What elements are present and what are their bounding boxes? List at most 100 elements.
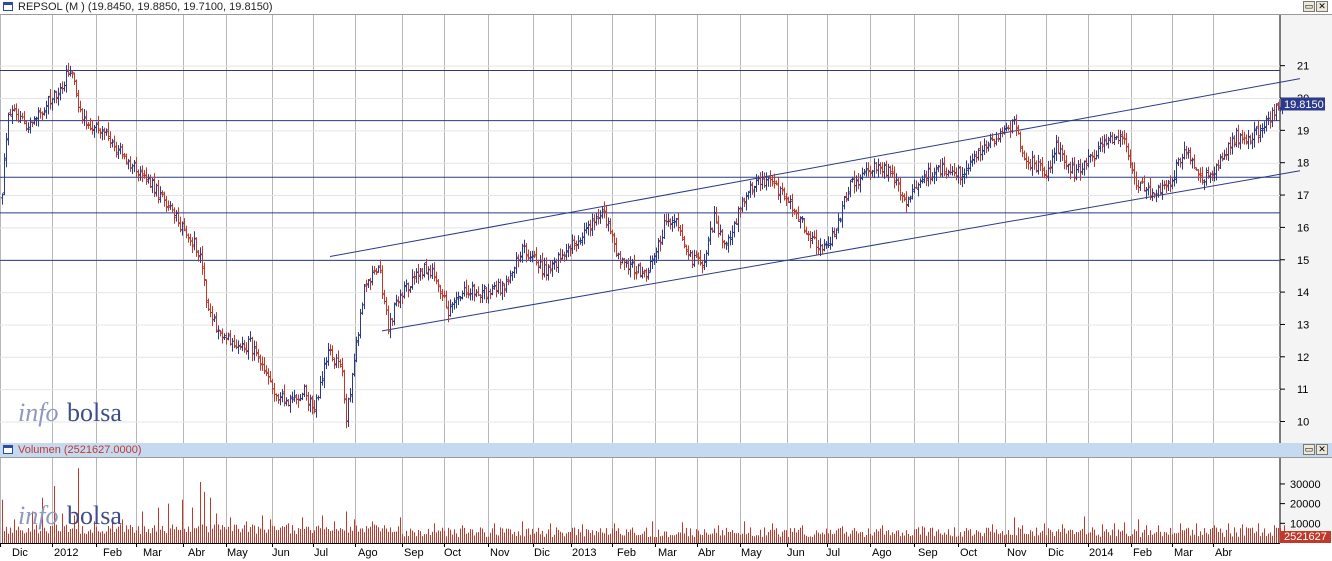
volume-bar [318, 525, 319, 543]
ohlc-bar [702, 253, 707, 271]
ohlc-bar [976, 148, 981, 161]
volume-bar [150, 533, 151, 543]
ohlc-bar [752, 185, 757, 198]
volume-bar [298, 528, 299, 543]
ohlc-bar [894, 173, 899, 186]
ohlc-bar [1052, 147, 1057, 164]
volume-bar [326, 527, 327, 543]
volume-bar [1034, 536, 1035, 543]
ohlc-bar [44, 100, 49, 119]
ohlc-bar [656, 238, 661, 260]
volume-bar [592, 530, 593, 543]
volume-bar [46, 531, 47, 543]
ohlc-bar [1068, 161, 1073, 180]
volume-bar [312, 533, 313, 543]
volume-bar [160, 529, 161, 543]
x-tick-label: Feb [617, 547, 636, 559]
volume-bar [580, 532, 581, 543]
price-chart[interactable]: 212019181716151413121110 info bolsa 19.8… [0, 15, 1332, 443]
volume-bar [502, 528, 503, 543]
ohlc-bar [90, 120, 95, 135]
volume-bar [1252, 527, 1253, 543]
volume-bar [926, 535, 927, 543]
ohlc-bar [1032, 154, 1037, 170]
volume-bar [782, 531, 783, 543]
watermark-bolsa: bolsa [67, 398, 122, 427]
restore-button[interactable]: ▭ [1303, 1, 1315, 12]
volume-chart[interactable]: 30000 20000 10000 info bolsa 2521627 [0, 458, 1332, 543]
ohlc-bar [198, 247, 203, 263]
volume-bar [938, 529, 939, 543]
volume-bar [296, 534, 297, 543]
volume-bar [340, 528, 341, 543]
volume-bar [200, 481, 201, 543]
volume-bar [510, 529, 511, 543]
ohlc-bar [990, 133, 995, 142]
volume-bar [624, 535, 625, 543]
volume-bar [658, 529, 659, 543]
ohlc-bar [760, 170, 765, 190]
ohlc-bar [920, 175, 925, 184]
volume-bar [678, 532, 679, 543]
ohlc-bar [838, 217, 843, 223]
ohlc-bar [984, 140, 989, 153]
volume-bar [1244, 535, 1245, 543]
ohlc-bar [932, 167, 937, 185]
volume-bar [18, 526, 19, 543]
x-tick-label: Feb [1133, 547, 1152, 559]
volume-bar [970, 529, 971, 543]
ohlc-bar [320, 371, 325, 386]
watermark-info: info [18, 501, 58, 530]
ohlc-bar [530, 250, 535, 263]
volume-bar [1248, 528, 1249, 543]
volume-bar [290, 533, 291, 543]
volume-bar [222, 525, 223, 543]
ohlc-bar [718, 224, 723, 236]
ohlc-bar [34, 116, 39, 127]
volume-bar [770, 529, 771, 543]
ohlc-bar [164, 196, 169, 212]
ohlc-bar [92, 125, 97, 138]
close-button[interactable]: ✕ [1316, 444, 1328, 455]
volume-bar [642, 533, 643, 543]
volume-bar [670, 534, 671, 543]
volume-bar [1236, 532, 1237, 543]
restore-button[interactable]: ▭ [1303, 444, 1315, 455]
ohlc-bar [58, 83, 63, 101]
volume-bar [1138, 519, 1139, 543]
ohlc-bar [480, 283, 485, 303]
price-tick-label: 19 [1297, 125, 1309, 137]
ohlc-bar [772, 173, 777, 189]
ohlc-bar [808, 230, 813, 249]
volume-bar [256, 533, 257, 543]
ohlc-bar [1022, 150, 1027, 161]
volume-bar [436, 532, 437, 543]
volume-bar [744, 521, 745, 543]
ohlc-bar [1206, 166, 1211, 179]
volume-bar [536, 531, 537, 543]
volume-bar [570, 531, 571, 543]
volume-bar [1080, 530, 1081, 543]
volume-bar [238, 528, 239, 543]
ohlc-bar [52, 89, 57, 104]
ohlc-bar [720, 228, 725, 249]
ohlc-bar [4, 132, 9, 168]
volume-bar [106, 531, 107, 543]
volume-bar [1260, 536, 1261, 543]
ohlc-bar [368, 277, 373, 291]
ohlc-bar [970, 153, 975, 167]
ohlc-bar [378, 259, 383, 274]
volume-bar [828, 533, 829, 543]
ohlc-bar [810, 231, 815, 245]
ohlc-bar [1010, 119, 1015, 134]
volume-bar [1012, 534, 1013, 543]
volume-bar [440, 531, 441, 543]
ohlc-bar [820, 243, 825, 255]
volume-bar [10, 527, 11, 543]
volume-bar [714, 528, 715, 543]
volume-bar [140, 534, 141, 543]
ohlc-bar [646, 267, 651, 280]
close-button[interactable]: ✕ [1316, 1, 1328, 12]
ohlc-bar [1002, 125, 1007, 135]
volume-bar [142, 511, 143, 543]
